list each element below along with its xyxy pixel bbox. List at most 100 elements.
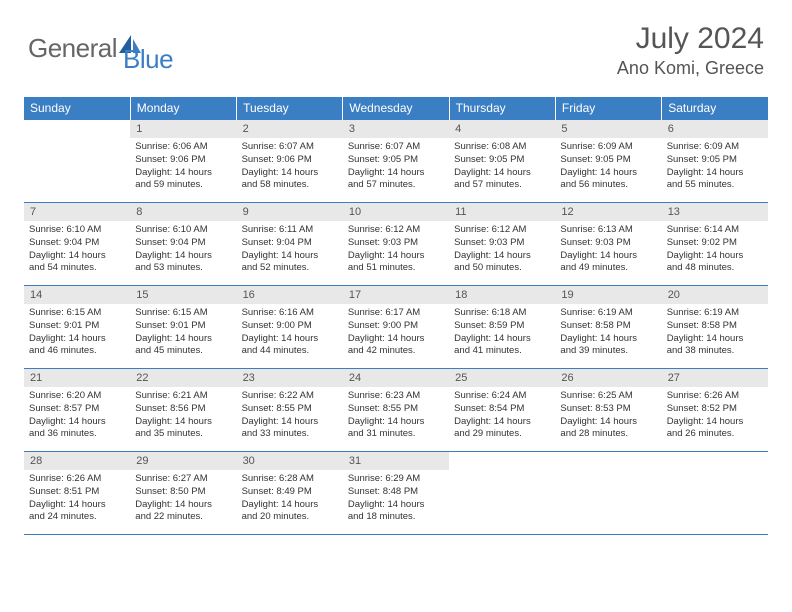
sunrise-text: Sunrise: 6:11 AM: [242, 224, 338, 237]
day-number: 20: [662, 286, 768, 304]
calendar-week-row: 28Sunrise: 6:26 AMSunset: 8:51 PMDayligh…: [24, 452, 768, 535]
day-number: 11: [449, 203, 555, 221]
sunrise-text: Sunrise: 6:18 AM: [454, 307, 550, 320]
sunrise-text: Sunrise: 6:17 AM: [348, 307, 444, 320]
sunrise-text: Sunrise: 6:23 AM: [348, 390, 444, 403]
sunset-text: Sunset: 8:50 PM: [135, 486, 231, 499]
day-details: Sunrise: 6:10 AMSunset: 9:04 PMDaylight:…: [24, 221, 130, 279]
sunrise-text: Sunrise: 6:12 AM: [348, 224, 444, 237]
day-number: 7: [24, 203, 130, 221]
day-number: 22: [130, 369, 236, 387]
calendar-day-cell: 19Sunrise: 6:19 AMSunset: 8:58 PMDayligh…: [555, 286, 661, 369]
day-details: Sunrise: 6:24 AMSunset: 8:54 PMDaylight:…: [449, 387, 555, 445]
daylight-text-1: Daylight: 14 hours: [242, 333, 338, 346]
calendar-day-cell: .: [555, 452, 661, 535]
sunset-text: Sunset: 9:04 PM: [29, 237, 125, 250]
sunrise-text: Sunrise: 6:12 AM: [454, 224, 550, 237]
calendar-day-cell: 27Sunrise: 6:26 AMSunset: 8:52 PMDayligh…: [662, 369, 768, 452]
day-number: 3: [343, 120, 449, 138]
daylight-text-2: and 53 minutes.: [135, 262, 231, 275]
sunset-text: Sunset: 8:56 PM: [135, 403, 231, 416]
calendar-day-cell: 1Sunrise: 6:06 AMSunset: 9:06 PMDaylight…: [130, 120, 236, 203]
sunrise-text: Sunrise: 6:10 AM: [29, 224, 125, 237]
sunset-text: Sunset: 9:06 PM: [135, 154, 231, 167]
day-details: Sunrise: 6:09 AMSunset: 9:05 PMDaylight:…: [555, 138, 661, 196]
sunrise-text: Sunrise: 6:10 AM: [135, 224, 231, 237]
day-number: 9: [237, 203, 343, 221]
calendar-day-cell: 18Sunrise: 6:18 AMSunset: 8:59 PMDayligh…: [449, 286, 555, 369]
day-details: Sunrise: 6:25 AMSunset: 8:53 PMDaylight:…: [555, 387, 661, 445]
sunrise-text: Sunrise: 6:07 AM: [242, 141, 338, 154]
daylight-text-1: Daylight: 14 hours: [667, 333, 763, 346]
day-details: Sunrise: 6:08 AMSunset: 9:05 PMDaylight:…: [449, 138, 555, 196]
calendar-day-cell: 4Sunrise: 6:08 AMSunset: 9:05 PMDaylight…: [449, 120, 555, 203]
day-details: Sunrise: 6:19 AMSunset: 8:58 PMDaylight:…: [555, 304, 661, 362]
sunset-text: Sunset: 8:49 PM: [242, 486, 338, 499]
day-details: Sunrise: 6:12 AMSunset: 9:03 PMDaylight:…: [343, 221, 449, 279]
sunset-text: Sunset: 9:03 PM: [560, 237, 656, 250]
calendar-day-cell: 3Sunrise: 6:07 AMSunset: 9:05 PMDaylight…: [343, 120, 449, 203]
day-details: Sunrise: 6:26 AMSunset: 8:51 PMDaylight:…: [24, 470, 130, 528]
day-details: Sunrise: 6:21 AMSunset: 8:56 PMDaylight:…: [130, 387, 236, 445]
calendar-day-cell: 23Sunrise: 6:22 AMSunset: 8:55 PMDayligh…: [237, 369, 343, 452]
calendar-day-cell: 15Sunrise: 6:15 AMSunset: 9:01 PMDayligh…: [130, 286, 236, 369]
sunrise-text: Sunrise: 6:14 AM: [667, 224, 763, 237]
daylight-text-1: Daylight: 14 hours: [29, 333, 125, 346]
daylight-text-2: and 56 minutes.: [560, 179, 656, 192]
daylight-text-2: and 44 minutes.: [242, 345, 338, 358]
calendar-day-cell: 30Sunrise: 6:28 AMSunset: 8:49 PMDayligh…: [237, 452, 343, 535]
day-details: Sunrise: 6:12 AMSunset: 9:03 PMDaylight:…: [449, 221, 555, 279]
sunrise-text: Sunrise: 6:21 AM: [135, 390, 231, 403]
sunset-text: Sunset: 8:52 PM: [667, 403, 763, 416]
sunset-text: Sunset: 9:06 PM: [242, 154, 338, 167]
sunrise-text: Sunrise: 6:07 AM: [348, 141, 444, 154]
sunrise-text: Sunrise: 6:09 AM: [560, 141, 656, 154]
sunrise-text: Sunrise: 6:22 AM: [242, 390, 338, 403]
day-number: 19: [555, 286, 661, 304]
daylight-text-2: and 26 minutes.: [667, 428, 763, 441]
calendar-table: SundayMondayTuesdayWednesdayThursdayFrid…: [24, 97, 768, 535]
calendar-day-cell: 11Sunrise: 6:12 AMSunset: 9:03 PMDayligh…: [449, 203, 555, 286]
day-number: 10: [343, 203, 449, 221]
day-number: 1: [130, 120, 236, 138]
daylight-text-2: and 38 minutes.: [667, 345, 763, 358]
title-block: July 2024 Ano Komi, Greece: [617, 22, 764, 79]
daylight-text-2: and 51 minutes.: [348, 262, 444, 275]
calendar-week-row: 21Sunrise: 6:20 AMSunset: 8:57 PMDayligh…: [24, 369, 768, 452]
day-details: Sunrise: 6:29 AMSunset: 8:48 PMDaylight:…: [343, 470, 449, 528]
daylight-text-2: and 35 minutes.: [135, 428, 231, 441]
sunset-text: Sunset: 8:53 PM: [560, 403, 656, 416]
daylight-text-2: and 54 minutes.: [29, 262, 125, 275]
daylight-text-1: Daylight: 14 hours: [454, 250, 550, 263]
calendar-day-cell: 26Sunrise: 6:25 AMSunset: 8:53 PMDayligh…: [555, 369, 661, 452]
day-details: Sunrise: 6:27 AMSunset: 8:50 PMDaylight:…: [130, 470, 236, 528]
calendar-day-cell: 29Sunrise: 6:27 AMSunset: 8:50 PMDayligh…: [130, 452, 236, 535]
sunset-text: Sunset: 8:57 PM: [29, 403, 125, 416]
day-number: 23: [237, 369, 343, 387]
calendar-day-cell: 10Sunrise: 6:12 AMSunset: 9:03 PMDayligh…: [343, 203, 449, 286]
weekday-header: Saturday: [662, 97, 768, 120]
sunrise-text: Sunrise: 6:19 AM: [560, 307, 656, 320]
weekday-header: Tuesday: [237, 97, 343, 120]
calendar-day-cell: 5Sunrise: 6:09 AMSunset: 9:05 PMDaylight…: [555, 120, 661, 203]
sunrise-text: Sunrise: 6:29 AM: [348, 473, 444, 486]
daylight-text-2: and 52 minutes.: [242, 262, 338, 275]
sunset-text: Sunset: 9:03 PM: [454, 237, 550, 250]
calendar-day-cell: 7Sunrise: 6:10 AMSunset: 9:04 PMDaylight…: [24, 203, 130, 286]
sunset-text: Sunset: 8:58 PM: [667, 320, 763, 333]
day-number: 17: [343, 286, 449, 304]
daylight-text-1: Daylight: 14 hours: [560, 167, 656, 180]
day-number: 26: [555, 369, 661, 387]
sunrise-text: Sunrise: 6:06 AM: [135, 141, 231, 154]
sunrise-text: Sunrise: 6:19 AM: [667, 307, 763, 320]
sunrise-text: Sunrise: 6:25 AM: [560, 390, 656, 403]
brand-logo: General Blue: [28, 22, 173, 75]
day-number: 18: [449, 286, 555, 304]
sunset-text: Sunset: 9:05 PM: [667, 154, 763, 167]
day-details: Sunrise: 6:14 AMSunset: 9:02 PMDaylight:…: [662, 221, 768, 279]
day-number: 12: [555, 203, 661, 221]
day-details: Sunrise: 6:15 AMSunset: 9:01 PMDaylight:…: [24, 304, 130, 362]
daylight-text-2: and 57 minutes.: [348, 179, 444, 192]
day-details: Sunrise: 6:19 AMSunset: 8:58 PMDaylight:…: [662, 304, 768, 362]
daylight-text-2: and 39 minutes.: [560, 345, 656, 358]
